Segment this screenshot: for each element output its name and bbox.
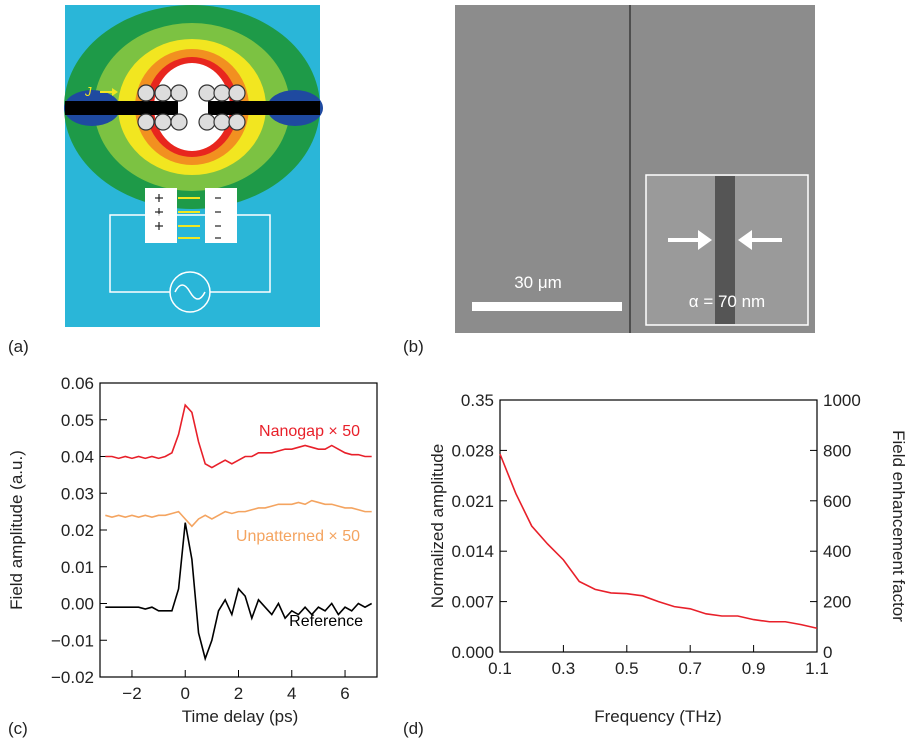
x-tick-label: 0.9	[742, 659, 766, 678]
series-label: Unpatterned × 50	[236, 528, 360, 545]
x-tick-label: 6	[340, 684, 349, 703]
y-tick-label: 0.02	[61, 521, 94, 540]
x-tick-label: 0	[180, 684, 189, 703]
data-line	[105, 501, 371, 527]
y-tick-label: 0.00	[61, 595, 94, 614]
x-tick-label: −2	[122, 684, 141, 703]
figure: J 30 μm α = 70 nm (a) (b) (c) (d) −2 0 2 4 6…	[0, 0, 910, 741]
y2-tick-label: 400	[823, 542, 851, 561]
y2-axis-label: Field enhancement factor	[889, 430, 908, 622]
panel-label: (d)	[403, 719, 424, 738]
scale-bar-label: 30 μm	[514, 273, 562, 292]
y-tick-label: 0.05	[61, 411, 94, 430]
x-tick-label: 0.3	[552, 659, 576, 678]
y-tick-label: 0.028	[451, 441, 494, 460]
x-tick-label: 0.7	[678, 659, 702, 678]
y-tick-label: 0.35	[461, 391, 494, 410]
y-axis-label: Normalized amplitude	[428, 444, 447, 608]
plot-frame	[500, 400, 817, 652]
field-diagram: J	[64, 5, 323, 327]
y-tick-label: 0.01	[61, 558, 94, 577]
y-tick-label: 0.014	[451, 542, 494, 561]
series-label: Nanogap × 50	[259, 423, 360, 440]
y-axis-label: Field amplitude (a.u.)	[7, 450, 26, 610]
panel-label: (b)	[403, 337, 424, 356]
y-tick-label: 0.03	[61, 484, 94, 503]
panel-label: (a)	[8, 337, 29, 356]
y-tick-label: 0.04	[61, 448, 94, 467]
y-tick-label: −0.02	[51, 668, 94, 687]
y2-tick-label: 200	[823, 593, 851, 612]
x-tick-label: 4	[287, 684, 296, 703]
x-axis-label: Frequency (THz)	[594, 707, 722, 726]
y2-tick-label: 600	[823, 492, 851, 511]
x-axis-label: Time delay (ps)	[182, 707, 299, 726]
x-tick-label: 0.5	[615, 659, 639, 678]
x-tick-label: 2	[234, 684, 243, 703]
y2-tick-label: 800	[823, 441, 851, 460]
y-tick-label: 0.000	[451, 643, 494, 662]
micrograph: 30 μm α = 70 nm	[455, 5, 815, 333]
gap-width-label: α = 70 nm	[689, 292, 765, 311]
y-tick-label: −0.01	[51, 631, 94, 650]
y-tick-label: 0.06	[61, 374, 94, 393]
y-tick-label: 0.021	[451, 492, 494, 511]
y2-tick-label: 0	[823, 643, 832, 662]
current-label: J	[84, 84, 92, 99]
series-label: Reference	[289, 613, 363, 630]
y2-tick-label: 1000	[823, 391, 861, 410]
data-line	[500, 454, 817, 628]
panel-label: (c)	[8, 719, 28, 738]
y-tick-label: 0.007	[451, 593, 494, 612]
